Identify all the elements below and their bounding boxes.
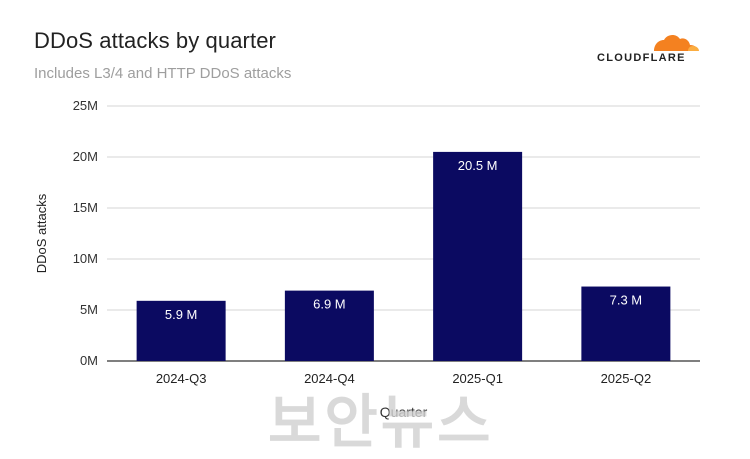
y-tick-label: 10M: [73, 251, 98, 266]
bar: [581, 286, 671, 361]
bar-value-label: 7.3 M: [610, 293, 643, 308]
chart-title: DDoS attacks by quarter: [34, 28, 276, 53]
bar: [284, 290, 374, 361]
cloudflare-cloud-icon: [654, 34, 699, 51]
cloudflare-logo-text: CLOUDFLARE: [597, 52, 686, 64]
y-tick-label: 20M: [73, 149, 98, 164]
y-tick-label: 25M: [73, 98, 98, 113]
bar-value-label: 20.5 M: [458, 158, 498, 173]
bar-value-label: 6.9 M: [313, 297, 346, 312]
watermark-text: 보안뉴스: [268, 388, 494, 456]
y-tick-label: 15M: [73, 200, 98, 215]
y-axis-title: DDoS attacks: [34, 193, 49, 273]
x-tick-label: 2025-Q2: [601, 371, 652, 386]
bar: [433, 151, 523, 361]
x-axis-title: Quarter: [380, 404, 428, 420]
x-tick-label: 2024-Q3: [156, 371, 207, 386]
y-tick-label: 0M: [80, 353, 98, 368]
y-tick-label: 5M: [80, 302, 98, 317]
x-tick-label: 2025-Q1: [452, 371, 503, 386]
bar-value-label: 5.9 M: [165, 307, 198, 322]
chart-subtitle: Includes L3/4 and HTTP DDoS attacks: [34, 65, 292, 82]
bar: [136, 300, 226, 361]
x-tick-label: 2024-Q4: [304, 371, 355, 386]
